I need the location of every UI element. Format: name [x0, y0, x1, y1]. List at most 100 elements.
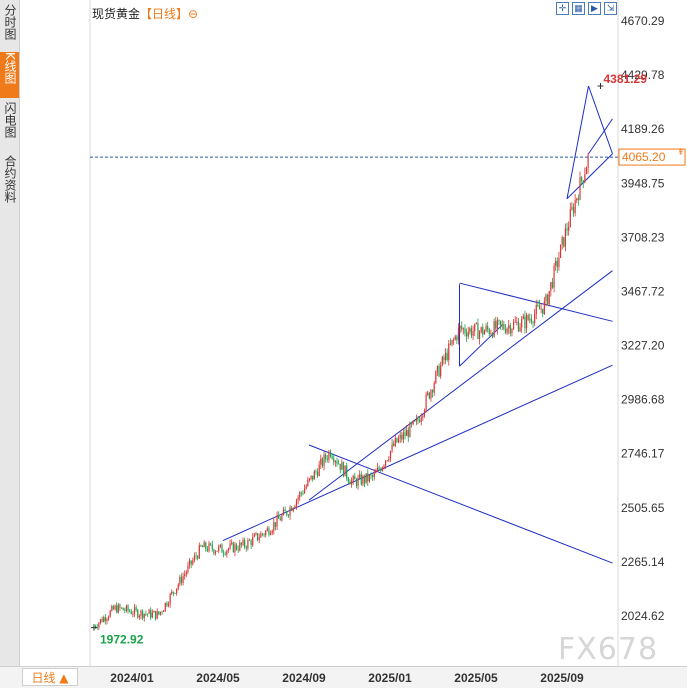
candle-body: [538, 305, 541, 310]
candle-body: [360, 474, 362, 485]
trendline: [222, 364, 613, 542]
chart-frame: [89, 0, 619, 666]
high-label: 4381.29: [604, 72, 648, 86]
y-tick-label: 2986.68: [621, 393, 665, 407]
candle-body: [482, 327, 484, 335]
candle-body: [304, 488, 306, 494]
candle-body: [571, 207, 573, 210]
candle-body: [316, 471, 319, 476]
trendline: [566, 153, 613, 200]
tab-contract-info[interactable]: 合约资料: [0, 155, 19, 215]
candle-body: [237, 549, 239, 551]
candle-body: [417, 418, 419, 421]
trendlines: [222, 85, 613, 564]
candle-body: [584, 174, 586, 183]
candle-body: [370, 475, 372, 476]
candle-body: [242, 540, 244, 545]
play-icon[interactable]: ▶: [588, 2, 601, 15]
candle-body: [223, 552, 225, 554]
candle-body: [297, 497, 299, 501]
candle-body: [320, 458, 322, 465]
candle-body: [153, 610, 155, 613]
candle-body: [349, 481, 351, 485]
candle-body: [119, 604, 121, 608]
candle-body: [519, 327, 521, 332]
candle-body: [269, 533, 272, 535]
candle-body: [159, 611, 162, 615]
candle-body: [566, 228, 568, 231]
watermark-logo: FX678: [558, 632, 659, 667]
candle-body: [412, 420, 414, 425]
candle-body: [307, 480, 309, 486]
candle-body: [200, 545, 202, 547]
candle-body: [342, 462, 345, 477]
tab-candlestick-chart[interactable]: K线图: [0, 52, 19, 98]
candle-body: [333, 458, 335, 463]
trendline: [308, 444, 613, 564]
candle-body: [441, 356, 443, 366]
candle-body: [205, 542, 207, 550]
candle-body: [456, 336, 458, 341]
x-tick-label: 2024/05: [196, 671, 240, 685]
candle-body: [232, 542, 234, 553]
candle-body: [331, 456, 333, 459]
period-select-button[interactable]: 日线 ▲: [22, 668, 78, 686]
candle-body: [257, 533, 259, 540]
candle-body: [509, 325, 511, 334]
candle-body: [234, 544, 236, 553]
x-tick-label: 2025/01: [368, 671, 412, 685]
candle-body: [221, 544, 223, 553]
candle-body: [187, 565, 189, 573]
candle-body: [250, 540, 252, 546]
candle-body: [346, 465, 348, 478]
candle-body: [235, 544, 238, 550]
candle-body: [129, 610, 131, 612]
candle-body: [171, 591, 173, 595]
candle-body: [524, 316, 526, 329]
candle-body: [462, 328, 464, 330]
candle-body: [150, 609, 152, 618]
candle-body: [414, 420, 416, 422]
candle-body: [506, 328, 508, 333]
candle-body: [169, 594, 171, 605]
candle-body: [210, 543, 212, 545]
candle-body: [268, 528, 270, 535]
trendline: [588, 118, 613, 155]
tab-tick-chart[interactable]: 闪电图: [0, 102, 19, 148]
candle-body: [350, 480, 353, 485]
candle-body: [208, 543, 210, 552]
candle-body: [203, 542, 205, 548]
candle-body: [261, 533, 264, 535]
candle-body: [161, 611, 163, 613]
candle-body: [211, 544, 213, 550]
grid-icon[interactable]: ▦: [572, 2, 585, 15]
candle-body: [475, 323, 477, 325]
candle-body: [485, 326, 487, 331]
candle-body: [440, 365, 442, 377]
crosshair-icon[interactable]: ✛: [556, 2, 569, 15]
tab-intraday-chart[interactable]: 分时图: [0, 4, 19, 50]
gear-icon[interactable]: ⊖: [188, 7, 199, 21]
candle-body: [140, 610, 142, 616]
candle-body: [266, 528, 268, 531]
candle-body: [359, 474, 361, 478]
candle-body: [508, 325, 510, 329]
candlestick-chart: 4670.29 4429.78 4189.26 3948.75 3708.23 3467.…: [89, 0, 686, 666]
candle-body: [145, 613, 147, 615]
candle-body: [540, 308, 542, 310]
compare-icon[interactable]: ⇲: [604, 2, 617, 15]
candle-body: [422, 415, 424, 418]
current-price-label: 4065.20: [622, 150, 666, 164]
candle-body: [206, 549, 208, 552]
candle-body: [179, 576, 181, 585]
candle-body: [172, 591, 174, 593]
candle-body: [291, 507, 293, 511]
candle-body: [300, 492, 302, 494]
candle-body: [143, 613, 145, 619]
candle-body: [167, 604, 170, 606]
candle-body: [190, 560, 192, 565]
y-tick-label: 4429.78: [621, 68, 665, 82]
candle-body: [336, 461, 338, 464]
candle-body: [521, 319, 523, 328]
candle-body: [435, 371, 437, 384]
